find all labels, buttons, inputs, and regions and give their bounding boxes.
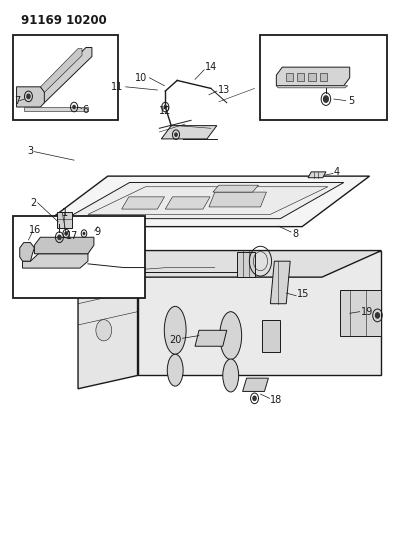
Text: 17: 17	[66, 231, 78, 241]
Ellipse shape	[167, 354, 183, 386]
Polygon shape	[237, 252, 255, 277]
Polygon shape	[23, 254, 88, 268]
Polygon shape	[270, 261, 290, 304]
Ellipse shape	[96, 320, 112, 341]
Circle shape	[27, 94, 30, 99]
Polygon shape	[25, 107, 88, 111]
Circle shape	[324, 96, 328, 102]
Polygon shape	[19, 47, 92, 103]
Polygon shape	[165, 197, 210, 209]
Text: 13: 13	[218, 85, 230, 95]
Text: 19: 19	[361, 306, 373, 317]
Polygon shape	[17, 87, 44, 107]
Text: 3: 3	[27, 146, 33, 156]
Text: 14: 14	[205, 62, 217, 72]
Circle shape	[65, 232, 67, 235]
Polygon shape	[213, 185, 258, 192]
Circle shape	[58, 235, 61, 239]
Text: 10: 10	[135, 73, 147, 83]
Circle shape	[375, 313, 379, 318]
Text: 1: 1	[62, 208, 68, 219]
Bar	[320, 73, 327, 82]
Polygon shape	[78, 251, 381, 277]
Polygon shape	[276, 67, 350, 86]
Ellipse shape	[164, 306, 186, 354]
Polygon shape	[276, 86, 348, 88]
Text: 16: 16	[29, 225, 41, 236]
Bar	[13, 216, 145, 298]
Text: 91169 10200: 91169 10200	[21, 14, 106, 27]
Polygon shape	[40, 176, 369, 227]
Polygon shape	[88, 187, 328, 214]
Polygon shape	[23, 49, 82, 96]
Text: 7: 7	[15, 95, 21, 106]
Polygon shape	[209, 192, 266, 207]
Ellipse shape	[223, 359, 239, 392]
Text: 6: 6	[82, 104, 88, 115]
Polygon shape	[122, 197, 164, 209]
Polygon shape	[308, 172, 326, 177]
Bar	[308, 73, 316, 82]
Text: 4: 4	[334, 167, 340, 177]
Bar	[262, 320, 280, 352]
Polygon shape	[138, 251, 381, 375]
Polygon shape	[161, 126, 217, 139]
Circle shape	[253, 396, 256, 400]
Text: 20: 20	[169, 335, 181, 345]
Text: 8: 8	[292, 229, 298, 239]
Polygon shape	[20, 243, 34, 261]
Text: 5: 5	[348, 95, 354, 106]
Text: 15: 15	[297, 289, 310, 299]
Polygon shape	[78, 251, 138, 389]
Text: 9: 9	[94, 227, 100, 237]
Text: 12: 12	[159, 106, 172, 116]
Bar	[260, 35, 387, 120]
Polygon shape	[66, 182, 344, 219]
Circle shape	[175, 133, 177, 136]
Text: 2: 2	[30, 198, 36, 208]
Bar	[286, 73, 293, 82]
Bar	[297, 73, 304, 82]
Polygon shape	[195, 330, 227, 346]
Polygon shape	[57, 212, 72, 228]
Text: 11: 11	[111, 82, 124, 92]
Circle shape	[83, 232, 85, 235]
Circle shape	[73, 106, 75, 109]
Polygon shape	[340, 290, 381, 336]
Circle shape	[164, 106, 166, 109]
Bar	[13, 35, 118, 120]
Ellipse shape	[220, 312, 242, 360]
Text: 18: 18	[270, 395, 283, 406]
Polygon shape	[243, 378, 268, 391]
Polygon shape	[34, 237, 94, 254]
